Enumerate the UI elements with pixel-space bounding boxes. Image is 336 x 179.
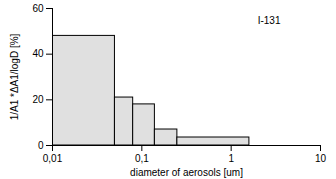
svg-text:0,1: 0,1 bbox=[135, 153, 149, 164]
svg-text:diameter of aerosols [um]: diameter of aerosols [um] bbox=[130, 167, 243, 178]
svg-text:1/A1 *ΔA1/logD [%]: 1/A1 *ΔA1/logD [%] bbox=[9, 33, 20, 120]
svg-text:0: 0 bbox=[38, 140, 44, 151]
svg-text:40: 40 bbox=[32, 48, 44, 59]
svg-text:20: 20 bbox=[32, 94, 44, 105]
svg-text:I-131: I-131 bbox=[258, 15, 281, 26]
svg-text:60: 60 bbox=[32, 3, 44, 14]
svg-text:0,01: 0,01 bbox=[43, 153, 63, 164]
svg-text:1: 1 bbox=[228, 153, 234, 164]
svg-text:10: 10 bbox=[315, 153, 327, 164]
